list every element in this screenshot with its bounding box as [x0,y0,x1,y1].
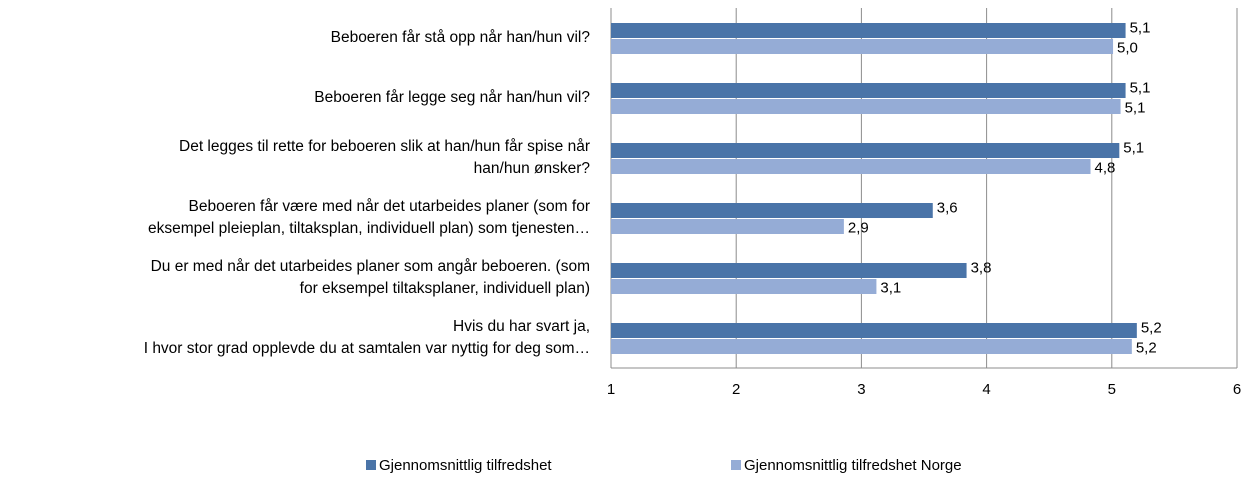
value-label: 5,2 [1141,319,1162,336]
y-tick-label: Det legges til rette for beboeren slik a… [179,138,590,177]
bar [611,323,1137,338]
y-tick-label: Hvis du har svart ja, I hvor stor grad o… [143,318,590,357]
x-tick-label: 3 [857,381,865,398]
x-tick-label: 5 [1108,381,1116,398]
x-tick-label: 2 [732,381,740,398]
bar [611,263,967,278]
x-tick-label: 6 [1233,381,1241,398]
legend-label: Gjennomsnittlig tilfredshet [379,457,552,474]
x-tick-label: 4 [982,381,990,398]
value-label: 5,1 [1130,19,1151,36]
value-label: 2,9 [848,219,869,236]
value-label: 3,6 [937,199,958,216]
legend-swatch [731,460,741,470]
bar [611,203,933,218]
value-label: 5,2 [1136,339,1157,356]
y-tick-label: Du er med når det utarbeides planer som … [150,258,590,297]
value-label: 5,1 [1125,99,1146,116]
bar [611,219,844,234]
y-tick-label: Beboeren får være med når det utarbeides… [148,198,590,237]
x-tick-label: 1 [607,381,615,398]
value-label: 4,8 [1095,159,1116,176]
bar [611,83,1126,98]
bar [611,159,1091,174]
y-tick-label: Beboeren får legge seg når han/hun vil? [314,89,590,106]
y-tick-label: Beboeren får stå opp når han/hun vil? [330,29,590,46]
value-label: 5,1 [1130,79,1151,96]
value-label: 3,1 [880,279,901,296]
bar [611,39,1114,54]
bar [611,23,1126,38]
value-label: 5,1 [1123,139,1144,156]
bar [611,143,1120,158]
value-label: 3,8 [971,259,992,276]
legend-label: Gjennomsnittlig tilfredshet Norge [744,457,962,474]
legend-swatch [366,460,376,470]
bar [611,339,1132,354]
bar [611,99,1121,114]
bar [611,279,877,294]
value-label: 5,0 [1117,39,1138,56]
